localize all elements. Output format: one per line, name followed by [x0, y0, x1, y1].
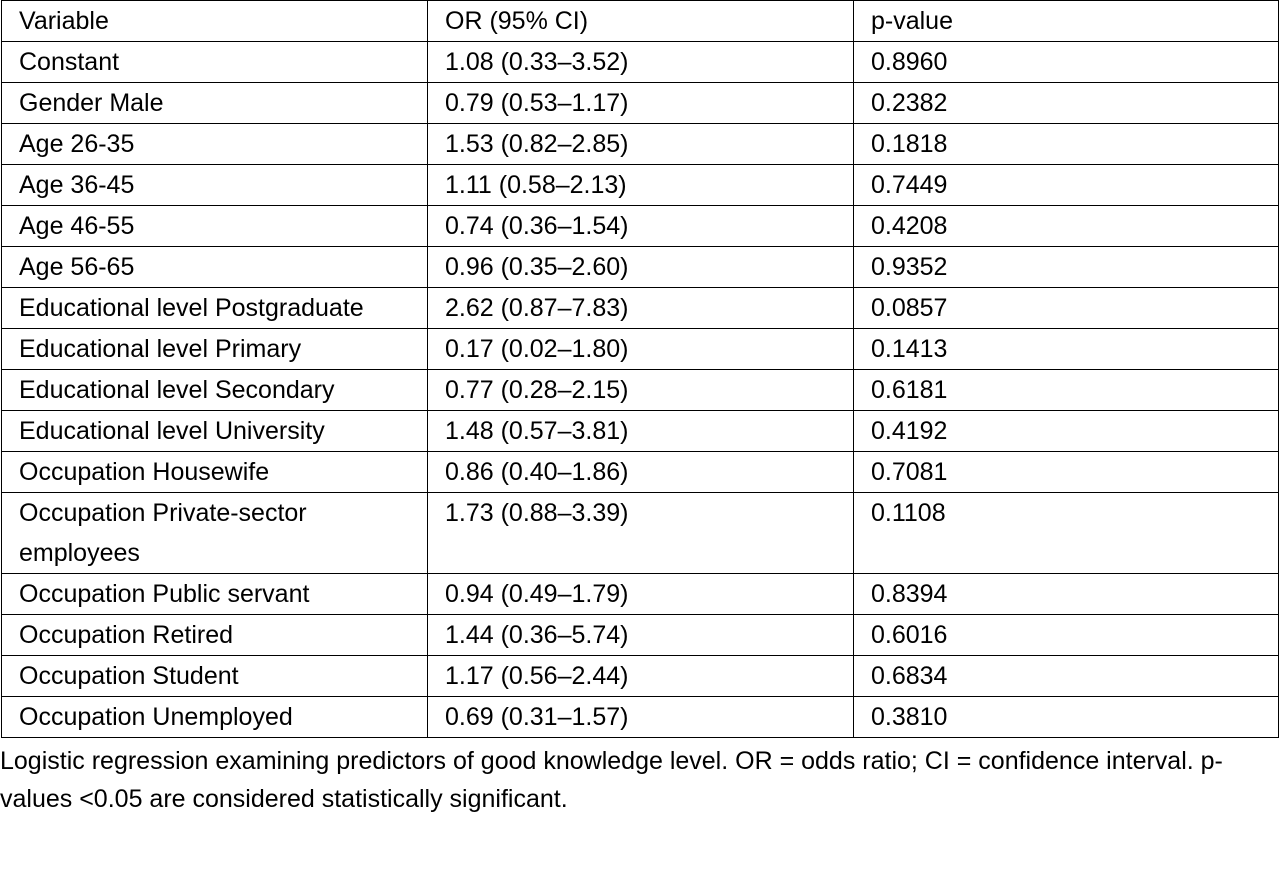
table-row: Occupation Unemployed 0.69 (0.31–1.57) 0.3… — [1, 696, 1279, 738]
table-body: Constant 1.08 (0.33–3.52) 0.8960 Gender Mal… — [1, 41, 1279, 738]
table-cell: 0.7081 — [853, 451, 1279, 493]
table-cell: 0.3810 — [853, 696, 1279, 738]
table-row: Occupation Public servant 0.94 (0.49–1.79… — [1, 573, 1279, 615]
table-cell: Educational level Primary — [1, 328, 428, 370]
header-cell: Variable — [1, 0, 428, 42]
table-cell: 1.17 (0.56–2.44) — [427, 655, 854, 697]
table-cell: 0.0857 — [853, 287, 1279, 329]
table-row: Educational level Postgraduate 2.62 (0.87… — [1, 287, 1279, 329]
table-row: Educational level Secondary 0.77 (0.28–2.… — [1, 369, 1279, 411]
table-cell: Educational level Postgraduate — [1, 287, 428, 329]
header-row: Variable OR (95% CI) p-value — [1, 0, 1279, 42]
table-cell: 0.77 (0.28–2.15) — [427, 369, 854, 411]
table-cell: Constant — [1, 41, 428, 83]
table-cell: Occupation Public servant — [1, 573, 428, 615]
table-cell: Age 56-65 — [1, 246, 428, 288]
table-row: Age 26-35 1.53 (0.82–2.85) 0.1818 — [1, 123, 1279, 165]
table-cell: Occupation Private-sector employees — [1, 492, 428, 574]
table-row: Occupation Private-sector employees 1.73 … — [1, 492, 1279, 574]
header-cell: OR (95% CI) — [427, 0, 854, 42]
table-cell: 0.94 (0.49–1.79) — [427, 573, 854, 615]
table-cell: Age 46-55 — [1, 205, 428, 247]
table-cell: 1.48 (0.57–3.81) — [427, 410, 854, 452]
table-cell: 0.96 (0.35–2.60) — [427, 246, 854, 288]
table-cell: 0.6834 — [853, 655, 1279, 697]
table-cell: 0.4208 — [853, 205, 1279, 247]
table-cell: 0.2382 — [853, 82, 1279, 124]
table-cell: 0.1818 — [853, 123, 1279, 165]
table-cell: 0.1108 — [853, 492, 1279, 574]
table-row: Age 46-55 0.74 (0.36–1.54) 0.4208 — [1, 205, 1279, 247]
table-cell: 0.6016 — [853, 614, 1279, 656]
table-cell: 1.73 (0.88–3.39) — [427, 492, 854, 574]
table-cell: 1.44 (0.36–5.74) — [427, 614, 854, 656]
table-cell: Educational level University — [1, 410, 428, 452]
regression-table: Variable OR (95% CI) p-value Constant 1.0… — [1, 0, 1279, 738]
table-row: Gender Male 0.79 (0.53–1.17) 0.2382 — [1, 82, 1279, 124]
table-cell: 0.69 (0.31–1.57) — [427, 696, 854, 738]
table-row: Occupation Student 1.17 (0.56–2.44) 0.6834 — [1, 655, 1279, 697]
table-row: Occupation Retired 1.44 (0.36–5.74) 0.6016 — [1, 614, 1279, 656]
table-cell: 0.8394 — [853, 573, 1279, 615]
table-cell: 0.1413 — [853, 328, 1279, 370]
table-row: Age 56-65 0.96 (0.35–2.60) 0.9352 — [1, 246, 1279, 288]
table-cell: Occupation Student — [1, 655, 428, 697]
table-cell: Occupation Retired — [1, 614, 428, 656]
table-cell: 0.9352 — [853, 246, 1279, 288]
table-cell: 0.6181 — [853, 369, 1279, 411]
table-cell: Age 26-35 — [1, 123, 428, 165]
table-cell: 0.4192 — [853, 410, 1279, 452]
table-row: Educational level Primary 0.17 (0.02–1.80… — [1, 328, 1279, 370]
table-cell: Gender Male — [1, 82, 428, 124]
table-cell: Occupation Unemployed — [1, 696, 428, 738]
header-cell: p-value — [853, 0, 1279, 42]
table-cell: 2.62 (0.87–7.83) — [427, 287, 854, 329]
caption: Logistic regression examining predictors… — [0, 747, 1223, 813]
table-cell: 1.11 (0.58–2.13) — [427, 164, 854, 206]
table-cell: Educational level Secondary — [1, 369, 428, 411]
table-row: Occupation Housewife 0.86 (0.40–1.86) 0.70… — [1, 451, 1279, 493]
table-cell: 0.8960 — [853, 41, 1279, 83]
table-cell: 0.17 (0.02–1.80) — [427, 328, 854, 370]
table-cell: 1.08 (0.33–3.52) — [427, 41, 854, 83]
table-cell: 1.53 (0.82–2.85) — [427, 123, 854, 165]
table-cell: 0.74 (0.36–1.54) — [427, 205, 854, 247]
table-cell: 0.7449 — [853, 164, 1279, 206]
table-cell: 0.86 (0.40–1.86) — [427, 451, 854, 493]
table-cell: 0.79 (0.53–1.17) — [427, 82, 854, 124]
table-row: Age 36-45 1.11 (0.58–2.13) 0.7449 — [1, 164, 1279, 206]
table-row: Educational level University 1.48 (0.57–3… — [1, 410, 1279, 452]
table-row: Constant 1.08 (0.33–3.52) 0.8960 — [1, 41, 1279, 83]
table-cell: Occupation Housewife — [1, 451, 428, 493]
table-cell: Age 36-45 — [1, 164, 428, 206]
